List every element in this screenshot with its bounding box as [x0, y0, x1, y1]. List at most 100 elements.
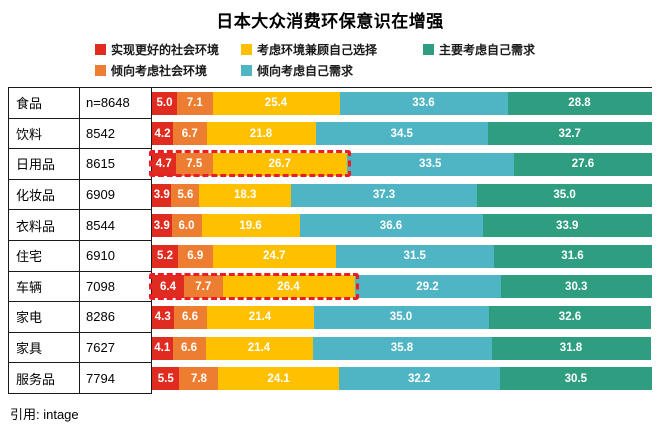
sample-size: 6909 [80, 179, 152, 211]
bar-segment: 33.5 [346, 152, 514, 176]
bar-segment: 6.9 [178, 244, 213, 268]
category-label: 家具 [8, 332, 80, 364]
stacked-bar: 3.9 5.6 18.3 37.3 35.0 [152, 183, 652, 207]
bar-segment: 7.7 [184, 275, 223, 299]
bar-segment: 29.2 [354, 275, 501, 299]
segment-value: 25.4 [264, 97, 288, 110]
bar-segment: 3.9 [152, 214, 172, 238]
legend-item: 实现更好的社会环境 [95, 41, 241, 58]
stacked-bar: 4.1 6.6 21.4 35.8 31.8 [152, 336, 652, 360]
bar-segment: 31.6 [493, 244, 652, 268]
legend-label: 主要考虑自己需求 [439, 43, 536, 57]
segment-value: 33.6 [412, 97, 435, 110]
bar-segment: 7.1 [177, 91, 213, 115]
segment-value: 35.0 [553, 189, 576, 202]
segment-value: 31.6 [561, 250, 584, 263]
sample-size: 8544 [80, 210, 152, 241]
segment-value: 7.1 [186, 97, 203, 110]
sample-size: 7098 [80, 271, 152, 303]
segment-value: 31.5 [403, 250, 426, 263]
bar-segment: 25.4 [212, 91, 340, 115]
segment-value: 7.8 [190, 372, 207, 385]
segment-value: 21.4 [247, 342, 271, 355]
segment-value: 5.6 [177, 189, 194, 202]
legend-swatch [423, 44, 434, 55]
segment-value: 6.4 [160, 280, 176, 293]
sample-size: 7627 [80, 332, 152, 364]
segment-value: 18.3 [233, 189, 257, 202]
legend-item: 主要考虑自己需求 [423, 41, 660, 58]
segment-value: 35.8 [390, 342, 414, 355]
legend-row: 倾向考虑社会环境 倾向考虑自己需求 [95, 62, 660, 79]
bar-segment: 26.4 [222, 275, 355, 299]
bar-segment: 5.0 [152, 91, 177, 115]
segment-value: 4.1 [154, 342, 171, 355]
segment-value: 30.3 [565, 280, 588, 293]
bar-segment: 27.6 [514, 152, 652, 176]
bar-track: 3.9 6.0 19.6 36.6 33.9 [152, 210, 652, 241]
category-label: 饮料 [8, 118, 80, 150]
bar-segment: 21.4 [206, 305, 314, 329]
bar-segment: 18.3 [199, 183, 291, 207]
stacked-bar: 4.3 6.6 21.4 35.0 32.6 [152, 305, 652, 329]
legend-label: 考虑环境兼顾自己选择 [257, 43, 378, 57]
bar-segment: 7.8 [179, 367, 219, 391]
citation-text: 引用: intage [10, 406, 79, 422]
bar-segment: 5.5 [152, 367, 180, 391]
bar-segment: 21.8 [206, 122, 316, 146]
bar-track: 6.4 7.7 26.4 29.2 30.3 [149, 272, 652, 303]
segment-value: 26.7 [268, 158, 291, 171]
category-label: 家电 [8, 302, 80, 333]
bar-track: 5.5 7.8 24.1 32.2 30.5 [152, 363, 652, 394]
legend-item: 考虑环境兼顾自己选择 [241, 41, 423, 58]
legend-row: 实现更好的社会环境 考虑环境兼顾自己选择 主要考虑自己需求 [95, 41, 660, 58]
bar-segment: 6.0 [171, 214, 202, 238]
bar-segment: 5.2 [152, 244, 178, 268]
bar-segment: 24.7 [212, 244, 336, 268]
segment-value: 34.5 [390, 127, 413, 140]
chart-row: 家具 7627 4.1 6.6 21.4 35.8 31.8 [8, 332, 652, 364]
segment-value: 6.9 [187, 250, 204, 263]
segment-value: 29.2 [416, 280, 439, 293]
chart-row: 食品 n=8648 5.0 7.1 25.4 33.6 28.8 [8, 88, 652, 119]
segment-value: 32.2 [408, 372, 431, 385]
legend-label: 倾向考虑自己需求 [257, 64, 354, 78]
bar-segment: 36.6 [299, 214, 483, 238]
sample-size: 8286 [80, 302, 152, 333]
bar-segment: 33.9 [482, 214, 652, 238]
stacked-bar: 6.4 7.7 26.4 29.2 30.3 [152, 275, 652, 299]
segment-value: 3.9 [153, 189, 170, 202]
stacked-bar: 5.0 7.1 25.4 33.6 28.8 [152, 91, 652, 115]
sample-size: 8615 [80, 149, 152, 180]
bar-track: 4.2 6.7 21.8 34.5 32.7 [152, 119, 652, 150]
bar-segment: 30.3 [500, 275, 652, 299]
chart-row: 饮料 8542 4.2 6.7 21.8 34.5 32.7 [8, 118, 652, 150]
bar-segment: 24.1 [218, 367, 339, 391]
segment-value: 33.5 [419, 158, 442, 171]
category-label: 衣料品 [8, 210, 80, 241]
bar-segment: 6.6 [172, 336, 206, 360]
segment-value: 31.8 [559, 342, 583, 355]
segment-value: 5.5 [157, 372, 174, 385]
chart-row: 衣料品 8544 3.9 6.0 19.6 36.6 33.9 [8, 210, 652, 241]
bar-track: 4.3 6.6 21.4 35.0 32.6 [152, 302, 652, 333]
category-label: 车辆 [8, 271, 80, 303]
bar-segment: 21.4 [205, 336, 313, 360]
segment-value: 30.5 [564, 372, 588, 385]
segment-value: 28.8 [568, 97, 591, 110]
category-label: 日用品 [8, 149, 80, 180]
chart-row: 服务品 7794 5.5 7.8 24.1 32.2 30.5 [8, 363, 652, 394]
legend-item: 倾向考虑社会环境 [95, 62, 241, 79]
bar-track: 3.9 5.6 18.3 37.3 35.0 [152, 180, 652, 211]
bar-segment: 35.0 [313, 305, 489, 329]
chart-row: 车辆 7098 6.4 7.7 26.4 29.2 30.3 [8, 271, 652, 303]
bar-track: 4.7 7.5 26.7 33.5 27.6 [149, 149, 652, 180]
legend: 实现更好的社会环境 考虑环境兼顾自己选择 主要考虑自己需求倾向考虑社会环境 倾向考虑自… [95, 41, 660, 79]
bar-segment: 28.8 [507, 91, 652, 115]
bar-segment: 4.7 [152, 152, 176, 176]
chart-row: 日用品 8615 4.7 7.5 26.7 33.5 27.6 [8, 149, 652, 180]
segment-value: 32.7 [558, 127, 581, 140]
segment-value: 37.3 [372, 189, 396, 202]
bar-track: 4.1 6.6 21.4 35.8 31.8 [152, 333, 652, 364]
sample-size: 7794 [80, 363, 152, 394]
